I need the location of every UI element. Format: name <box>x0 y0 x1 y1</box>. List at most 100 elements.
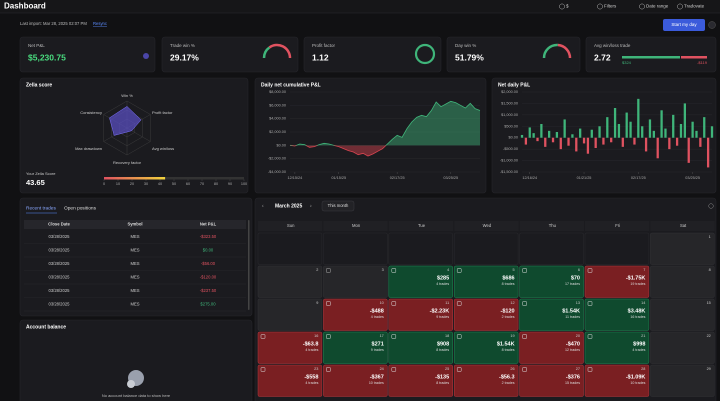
header-control[interactable]: Filters <box>604 4 617 9</box>
calendar-cell[interactable] <box>519 265 584 298</box>
calendar-cell[interactable] <box>323 265 388 298</box>
calendar-cell[interactable] <box>584 298 650 331</box>
calendar-cell[interactable] <box>453 331 519 364</box>
settings-button[interactable] <box>708 21 716 29</box>
tab[interactable]: Recent trades <box>26 205 56 211</box>
bar <box>617 124 621 138</box>
calendar-cell[interactable] <box>650 298 715 331</box>
this-month-label[interactable]: This month <box>328 203 349 208</box>
bar <box>528 127 531 138</box>
calendar-cell[interactable] <box>650 364 715 397</box>
calendar-cell[interactable] <box>388 265 453 298</box>
note-icon <box>587 301 593 306</box>
day-trades: 19 trades <box>630 282 645 286</box>
bar <box>579 128 582 138</box>
day-pnl: $908 <box>437 341 449 347</box>
calendar-cell[interactable] <box>650 265 715 298</box>
bar <box>536 137 539 142</box>
day-trades: 12 trades <box>565 348 580 352</box>
note-icon <box>456 301 462 306</box>
bar <box>629 121 632 138</box>
calendar-cell[interactable] <box>388 298 453 331</box>
y-tick-label: $2,000.00 <box>269 130 286 134</box>
day-trades: 4 trades <box>371 315 384 319</box>
day-number: 7 <box>643 268 645 272</box>
bar <box>706 137 710 168</box>
day-pnl: -$1.75K <box>626 275 646 281</box>
bar <box>548 130 551 138</box>
x-tick-label: 12/15/24 <box>287 176 302 180</box>
calendar-cell[interactable] <box>323 331 388 364</box>
control-icon <box>677 3 683 10</box>
table-cell: MES <box>130 302 139 307</box>
calendar-cell[interactable] <box>584 331 650 364</box>
calendar-cell[interactable] <box>257 364 323 397</box>
day-trades: 8 trades <box>436 348 449 352</box>
avg-loss: -$119 <box>697 60 708 65</box>
table-cell: MES <box>130 288 139 293</box>
resync-link[interactable]: Resync <box>93 21 107 26</box>
weekday-header <box>650 221 715 231</box>
calendar-cell[interactable] <box>323 298 388 331</box>
x-tick-label: 02/17/25 <box>390 176 405 180</box>
column-header: Symbol <box>127 222 142 227</box>
calendar-cell[interactable] <box>388 331 453 364</box>
calendar-cell[interactable] <box>584 265 650 298</box>
this-month-button[interactable] <box>321 200 355 212</box>
calendar-cell[interactable] <box>453 364 519 397</box>
bar <box>567 137 570 146</box>
stat-label: Avg win/loss trade <box>594 43 631 48</box>
y-tick-label: -$2,000.00 <box>268 157 286 161</box>
bar <box>606 117 609 138</box>
calendar-cell[interactable] <box>519 298 584 331</box>
calendar-cell[interactable] <box>650 232 715 265</box>
weekday-header <box>519 221 584 231</box>
score-tick-label: 30 <box>144 182 148 186</box>
day-number: 26 <box>510 367 514 371</box>
x-tick-label: 12/16/24 <box>522 176 537 180</box>
x-tick-label: 03/25/25 <box>685 176 700 180</box>
day-trades: 4 trades <box>632 348 645 352</box>
header-control[interactable]: Tradovate <box>684 4 705 9</box>
calendar-cell[interactable] <box>650 331 715 364</box>
note-icon <box>326 268 331 273</box>
calendar-cell[interactable] <box>257 298 323 331</box>
day-pnl: -$2.23K <box>430 308 450 314</box>
tab[interactable]: Open positions <box>64 205 97 211</box>
score-tick-label: 70 <box>200 182 204 186</box>
nav-next[interactable]: › <box>310 203 312 209</box>
day-pnl: $1.54K <box>562 308 580 314</box>
calendar-cell[interactable] <box>584 364 650 397</box>
bar <box>532 133 535 138</box>
day-pnl: -$367 <box>370 374 384 380</box>
y-tick-label: $6,000.00 <box>269 103 286 107</box>
table-cell: 03/28/2025 <box>49 288 71 293</box>
x-tick-label: 02/17/25 <box>631 176 646 180</box>
start-button-label[interactable]: Start my day <box>671 22 697 27</box>
header-control[interactable]: $ <box>566 4 569 9</box>
header-control[interactable]: Date range <box>646 4 669 9</box>
bar <box>590 129 593 138</box>
calendar-cell[interactable] <box>519 331 584 364</box>
calendar-cell[interactable] <box>453 265 519 298</box>
calendar-cell[interactable] <box>323 364 388 397</box>
calendar-cell[interactable] <box>519 364 584 397</box>
start-button[interactable] <box>663 19 705 31</box>
day-trades: 17 trades <box>565 282 580 286</box>
score-tick-label: 0 <box>103 182 105 186</box>
y-tick-label: -$4,000.00 <box>268 170 286 174</box>
bar <box>602 137 605 145</box>
calendar-cell[interactable] <box>453 298 519 331</box>
stat-label: Day win % <box>455 43 476 48</box>
y-tick-label: $4,000.00 <box>269 117 286 121</box>
ring <box>414 43 436 65</box>
weekday-header <box>388 221 454 231</box>
info-icon <box>708 203 714 209</box>
nav-prev[interactable]: ‹ <box>262 203 264 209</box>
day-number: 14 <box>641 301 645 305</box>
calendar-cell[interactable] <box>388 364 453 397</box>
calendar-cell[interactable] <box>257 265 323 298</box>
weekday: Wed <box>483 223 492 228</box>
calendar-cell[interactable] <box>257 331 323 364</box>
